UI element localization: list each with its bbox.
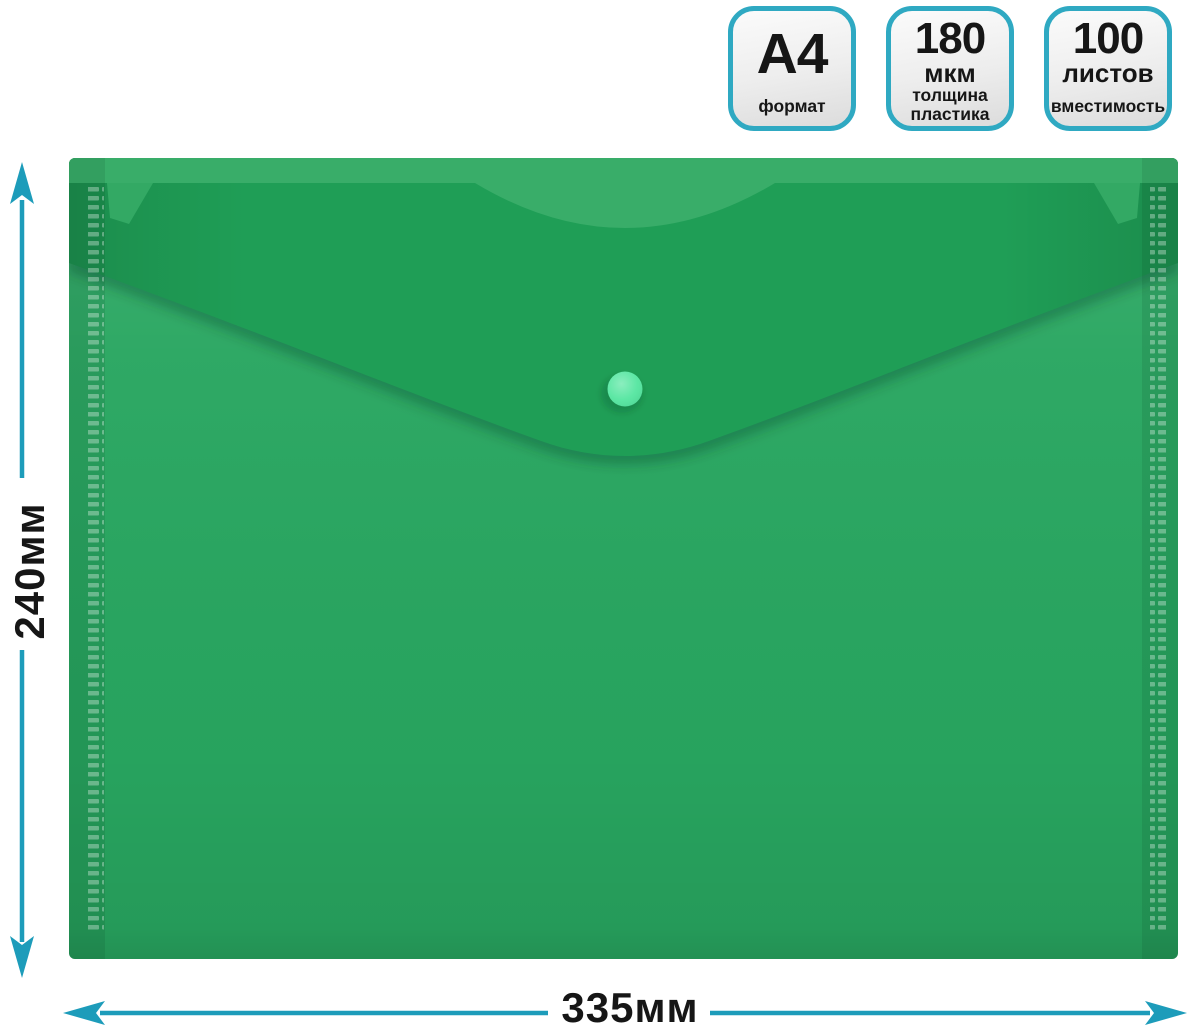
badge-thickness: 180 мкм толщина пластика [886, 6, 1014, 131]
snap-button-highlight [607, 371, 643, 407]
arrowhead-down-icon [10, 936, 34, 978]
badge-format: А4 формат [728, 6, 856, 131]
arrowhead-up-icon [10, 162, 34, 204]
flap-notch-right [1094, 183, 1140, 224]
badge-capacity: 100 листов вместимость [1044, 6, 1172, 131]
badge-thickness-unit: мкм [924, 58, 976, 89]
width-dimension-label: 335мм [561, 984, 699, 1031]
badge-capacity-label: вместимость [1050, 95, 1166, 116]
badge-format-top: А4 [756, 19, 829, 86]
envelope-image [69, 158, 1178, 959]
seam-stitch-right [1150, 185, 1166, 933]
arrowhead-right-icon [1145, 1001, 1187, 1025]
badge-format-label: формат [758, 95, 826, 116]
badge-thickness-label: толщина пластика [910, 85, 990, 124]
height-dimension-label: 240мм [6, 502, 53, 640]
spec-badges: А4 формат 180 мкм толщина пластика 100 л… [728, 6, 1172, 131]
arrowhead-left-icon [63, 1001, 105, 1025]
badge-format-value: А4 [756, 22, 829, 86]
badge-thickness-top: 180 мкм [914, 14, 986, 89]
flap-fold-highlight [69, 158, 1178, 228]
flap-notch-left [107, 183, 153, 224]
badge-capacity-value: 100 [1072, 14, 1144, 63]
seam-stitch-left [88, 185, 104, 933]
badge-thickness-value: 180 [914, 14, 986, 63]
envelope-flap-vignette [69, 158, 1178, 456]
badge-capacity-top: 100 листов [1062, 14, 1154, 89]
badge-capacity-unit: листов [1062, 58, 1154, 89]
